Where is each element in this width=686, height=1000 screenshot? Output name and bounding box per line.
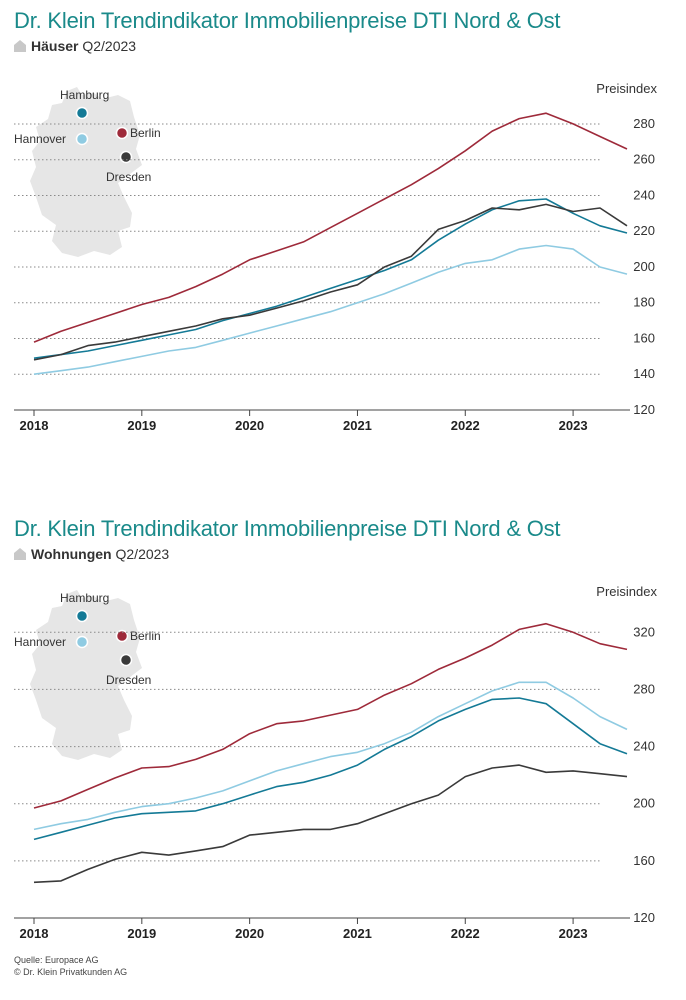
x-tick-label: 2020 (235, 418, 264, 433)
city-marker-hannover (75, 635, 89, 649)
chart-subtitle: Wohnungen Q2/2023 (14, 546, 169, 562)
chart-subtitle: Häuser Q2/2023 (14, 38, 136, 54)
x-tick-label: 2023 (559, 418, 588, 433)
chart-title: Dr. Klein Trendindikator Immobilienpreis… (14, 8, 561, 33)
y-tick-label: 240 (633, 739, 655, 754)
series-line-berlin (33, 112, 628, 343)
y-tick-label: 320 (633, 624, 655, 639)
city-marker-hannover (75, 132, 89, 146)
y-tick-label: 160 (633, 853, 655, 868)
y-tick-label: 140 (633, 366, 655, 381)
city-label-hannover: Hannover (14, 635, 66, 649)
city-label-dresden: Dresden (106, 170, 151, 184)
city-marker-dresden (119, 150, 133, 164)
y-tick-label: 280 (633, 116, 655, 131)
city-label-dresden: Dresden (106, 673, 151, 687)
x-tick-label: 2023 (559, 926, 588, 941)
y-tick-label: 280 (633, 681, 655, 696)
city-label-hamburg: Hamburg (60, 88, 109, 102)
city-marker-berlin (115, 126, 129, 140)
period-label: Q2/2023 (115, 546, 170, 562)
source-footer: Quelle: Europace AG © Dr. Klein Privatku… (14, 954, 127, 978)
y-tick-label: 240 (633, 187, 655, 202)
city-marker-dresden (119, 653, 133, 667)
x-tick-label: 2019 (127, 418, 156, 433)
city-marker-hamburg (75, 609, 89, 623)
city-label-hannover: Hannover (14, 132, 66, 146)
y-tick-label: 120 (633, 910, 655, 925)
source-text: Quelle: Europace AG (14, 955, 99, 965)
x-tick-label: 2021 (343, 926, 372, 941)
house-icon (14, 40, 26, 52)
series-line-hannover (33, 244, 628, 375)
germany-map: Hamburg Berlin Hannover Dresden (14, 590, 161, 760)
y-tick-label: 200 (633, 259, 655, 274)
series-line-dresden (33, 203, 628, 361)
period-label: Q2/2023 (82, 38, 137, 54)
y-tick-label: 260 (633, 152, 655, 167)
y-tick-label: 180 (633, 295, 655, 310)
segment-label: Häuser (31, 38, 79, 54)
city-label-berlin: Berlin (130, 629, 161, 643)
house-icon (14, 548, 26, 560)
segment-label: Wohnungen (31, 546, 112, 562)
x-tick-label: 2018 (20, 418, 49, 433)
series-line-hannover (33, 681, 628, 831)
chart-panel-haeuser: Dr. Klein Trendindikator Immobilienpreis… (14, 8, 657, 433)
series-line-hamburg (33, 697, 628, 841)
y-axis-label: Preisindex (596, 584, 657, 599)
series-line-berlin (33, 622, 628, 809)
y-tick-label: 120 (633, 402, 655, 417)
series-line-hamburg (33, 198, 628, 359)
copyright-text: © Dr. Klein Privatkunden AG (14, 967, 128, 977)
y-tick-label: 160 (633, 330, 655, 345)
y-axis-label: Preisindex (596, 81, 657, 96)
city-marker-hamburg (75, 106, 89, 120)
line-chart-haeuser: Hamburg Berlin Hannover Dresden 120 140 160 180… (14, 81, 657, 433)
series-line-dresden (33, 764, 628, 884)
x-tick-label: 2021 (343, 418, 372, 433)
x-tick-label: 2022 (451, 926, 480, 941)
germany-map: Hamburg Berlin Hannover Dresden (14, 87, 161, 257)
line-chart-wohnungen: Hamburg Berlin Hannover Dresden 120 160 200 240… (14, 584, 657, 941)
city-label-hamburg: Hamburg (60, 591, 109, 605)
x-tick-label: 2018 (20, 926, 49, 941)
y-tick-label: 200 (633, 796, 655, 811)
city-label-berlin: Berlin (130, 126, 161, 140)
x-tick-label: 2020 (235, 926, 264, 941)
x-tick-label: 2019 (127, 926, 156, 941)
chart-panel-wohnungen: Dr. Klein Trendindikator Immobilienpreis… (0, 508, 686, 968)
chart-title: Dr. Klein Trendindikator Immobilienpreis… (14, 516, 561, 541)
city-marker-berlin (115, 629, 129, 643)
x-tick-label: 2022 (451, 418, 480, 433)
y-tick-label: 220 (633, 223, 655, 238)
